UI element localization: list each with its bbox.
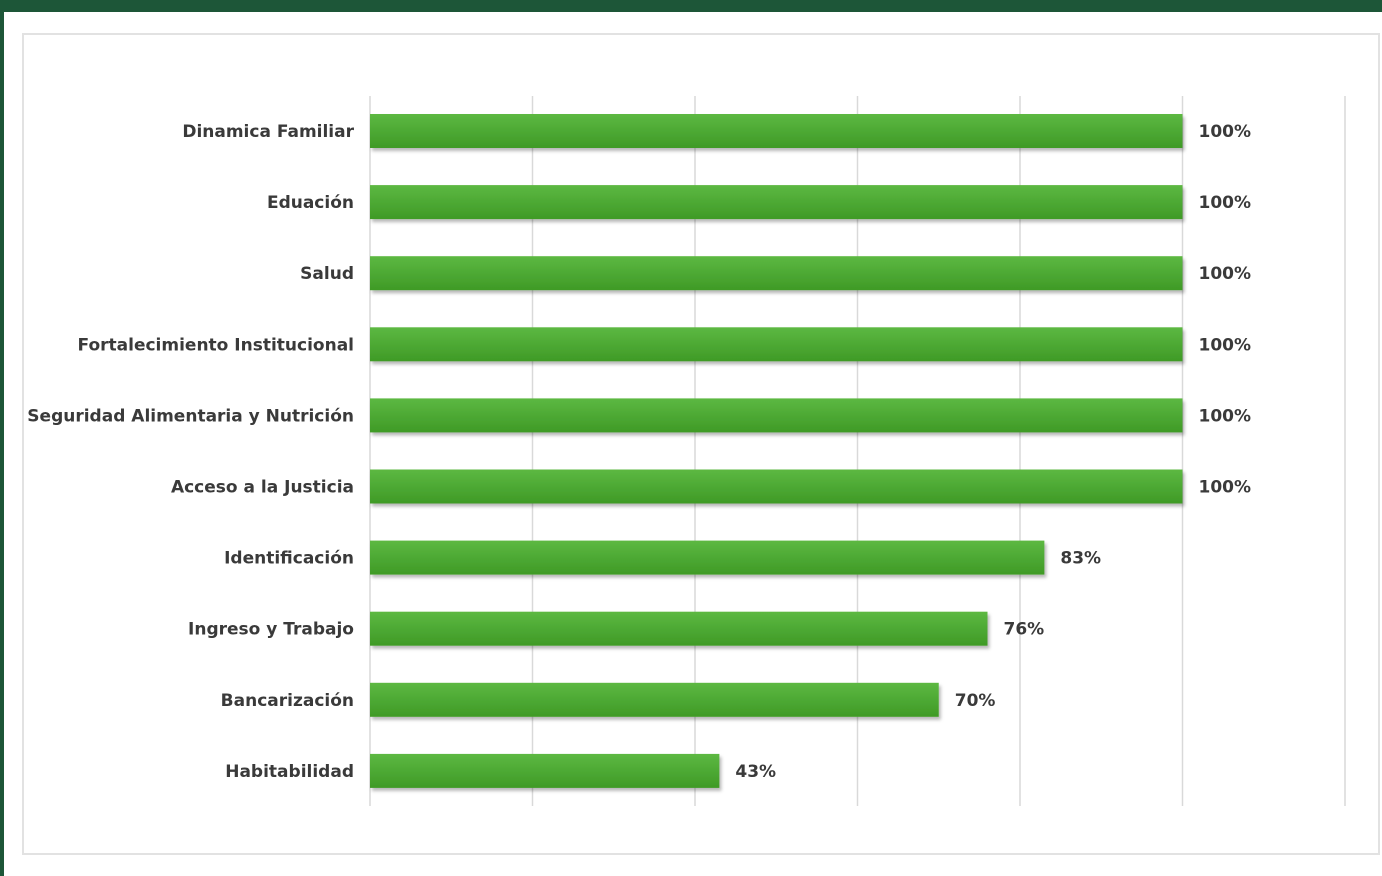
data-label: 43%: [735, 762, 776, 782]
category-label: Ingreso y Trabajo: [188, 620, 354, 640]
bar: [370, 327, 1183, 362]
category-label: Bancarización: [221, 691, 354, 711]
horizontal-bar-chart: Dinamica Familiar Eduación Salud Fortalecim…: [27, 96, 1346, 806]
bar: [370, 256, 1183, 291]
category-label: Salud: [300, 264, 354, 284]
bar: [370, 540, 1045, 575]
data-label: 100%: [1199, 264, 1252, 284]
data-label: 100%: [1199, 335, 1252, 355]
category-label: Seguridad Alimentaria y Nutrición: [27, 406, 354, 426]
category-label: Habitabilidad: [225, 762, 354, 782]
category-label: Fortalecimiento Institucional: [78, 335, 354, 355]
bar: [370, 753, 720, 788]
bar: [370, 682, 939, 717]
data-label: 83%: [1060, 549, 1101, 569]
category-label: Identificación: [224, 549, 354, 569]
bars: [370, 114, 1183, 788]
bar: [370, 185, 1183, 220]
bar: [370, 114, 1183, 148]
data-label: 100%: [1199, 193, 1252, 213]
data-label: 100%: [1199, 406, 1252, 426]
category-label: Eduación: [267, 193, 354, 213]
data-label: 76%: [1004, 620, 1045, 640]
bar: [370, 398, 1183, 433]
category-label: Acceso a la Justicia: [171, 478, 354, 498]
data-label: 100%: [1199, 478, 1252, 498]
bar: [370, 611, 988, 646]
chart-frame: Dinamica Familiar Eduación Salud Fortalecim…: [4, 12, 1382, 876]
bar: [370, 469, 1183, 504]
chart-card: [22, 33, 1380, 855]
data-label: 70%: [955, 691, 996, 711]
category-labels: Dinamica Familiar Eduación Salud Fortalecim…: [27, 122, 354, 782]
category-label: Dinamica Familiar: [182, 122, 354, 142]
data-label: 100%: [1199, 122, 1252, 142]
value-labels: 100% 100% 100% 100% 100% 100% 83% 76% 70% 43%: [735, 122, 1251, 782]
